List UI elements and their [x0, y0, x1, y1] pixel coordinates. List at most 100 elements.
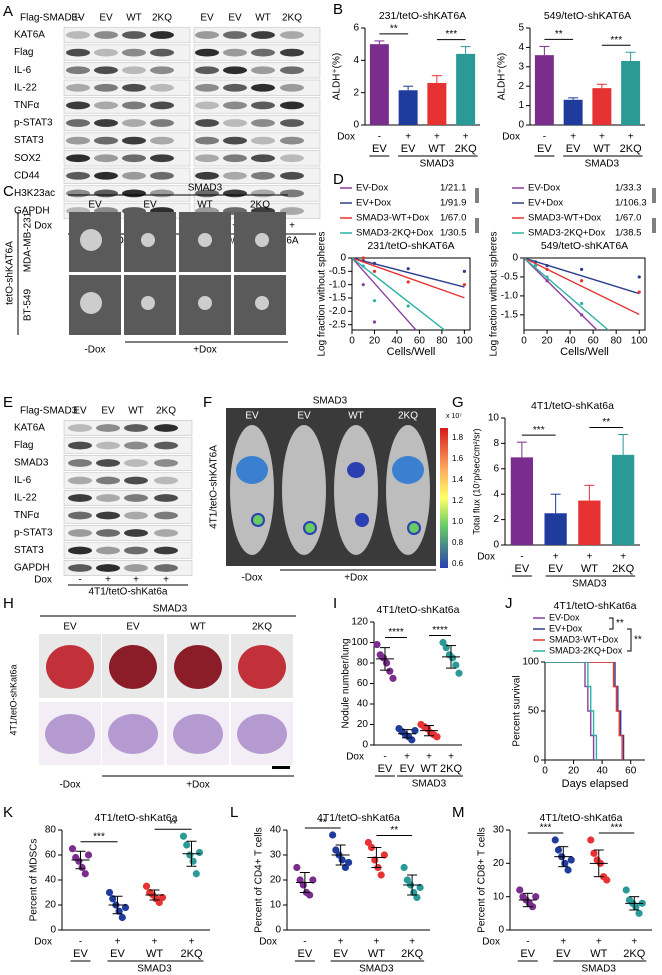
significance-label: **	[390, 24, 398, 35]
group-label: SMAD3	[412, 779, 447, 790]
dox-label: Dox	[34, 575, 52, 586]
blot-band	[68, 424, 92, 432]
y-tick-label: 0	[362, 740, 368, 751]
sphere	[141, 296, 155, 310]
lung	[109, 645, 157, 689]
x-tick-label: EV	[110, 948, 125, 960]
blot-row-label: IL-22	[14, 493, 37, 504]
blot-band	[66, 66, 90, 75]
y-tick-label: 100	[522, 657, 539, 668]
blot-band	[94, 31, 118, 39]
blot-strip	[63, 62, 191, 79]
blot-band	[223, 154, 247, 163]
chart-title: 4T1/tetO-shKat6a	[95, 812, 178, 824]
legend-label: SMAD3-WT+Dox	[528, 213, 601, 224]
blot-header: Flag-SMAD3-	[20, 13, 81, 24]
blot-band	[154, 424, 178, 432]
blot-band	[154, 476, 178, 485]
dox-value: +	[599, 132, 605, 143]
blot-band	[94, 101, 118, 110]
blot-band	[66, 189, 90, 198]
data-point	[545, 275, 549, 279]
data-point	[462, 283, 466, 287]
data-point	[179, 832, 188, 840]
blot-band	[122, 171, 146, 180]
x-tick-label: EV	[401, 143, 416, 155]
blot-band	[223, 189, 247, 198]
x-tick-label: WT	[146, 948, 163, 960]
y-axis-label: Log fraction without spheres	[317, 231, 328, 356]
y-tick-label: 0	[518, 120, 524, 131]
group-label: 4T1/tetO-shKat6a	[89, 587, 168, 598]
y-tick-label: 5	[518, 23, 524, 34]
blot-band	[122, 31, 146, 39]
chart-title: 4T1/tetO-shKat6a	[540, 812, 623, 824]
blot-band	[68, 441, 92, 450]
bar	[578, 500, 601, 545]
lane-label: EV	[73, 406, 87, 417]
data-point	[373, 640, 381, 649]
dox-value: +	[628, 132, 634, 143]
x-tick-label: EV	[400, 763, 415, 775]
blot-row-label: TNFα	[14, 100, 39, 111]
x-tick-label: 60	[625, 766, 637, 777]
x-tick-label: 80	[611, 336, 623, 347]
y-tick-label: 10	[488, 413, 500, 424]
legend-label: EV+Dox	[549, 623, 583, 633]
data-point	[186, 851, 194, 859]
data-point	[433, 733, 441, 741]
dox-label: Dox	[477, 552, 495, 563]
scale-tick: 1.6	[452, 454, 464, 463]
blot-band	[122, 136, 146, 145]
data-point	[580, 301, 584, 306]
data-point	[142, 882, 151, 890]
dox-value: -	[520, 552, 523, 563]
column-label: EV	[245, 411, 259, 422]
blot-band	[195, 31, 219, 39]
data-point	[380, 851, 388, 859]
blot-band	[66, 119, 90, 127]
blot-strip	[63, 560, 193, 576]
blot-row-label: Flag	[14, 440, 33, 451]
series-line	[352, 258, 446, 330]
data-point	[580, 267, 584, 271]
dox-value: +	[448, 752, 454, 763]
y-axis-label: Log fraction without spheres	[489, 231, 500, 356]
lung	[46, 645, 94, 689]
group-label: SMAD3	[572, 579, 607, 590]
blot-band	[280, 66, 304, 75]
significance-label: ***	[93, 831, 105, 842]
y-axis-label: Nodule number/lung	[341, 638, 352, 728]
legend-frequency: 1/38.5	[615, 228, 641, 239]
sphere	[141, 233, 155, 247]
data-point	[372, 269, 377, 273]
signal	[236, 456, 268, 484]
y-tick-label: 30	[270, 850, 282, 861]
lane-label: WT	[126, 13, 142, 24]
blot-band	[150, 154, 174, 163]
x-tick-label: EV	[537, 143, 552, 155]
data-point	[189, 857, 197, 865]
legend-label: SMAD3-2KQ+Dox	[528, 228, 606, 239]
legend-label: SMAD3-WT+Dox	[549, 634, 619, 644]
y-tick-label: 40	[357, 699, 369, 710]
lane-label: WT	[255, 13, 271, 24]
blot-band	[124, 459, 148, 467]
condition-label: +Dox	[193, 345, 217, 356]
blot-band	[280, 31, 304, 39]
dox-value: +	[163, 575, 169, 586]
data-point	[406, 280, 410, 284]
blot-band	[122, 189, 146, 198]
sphere	[255, 233, 269, 247]
data-point	[545, 263, 549, 268]
blot-band	[94, 66, 118, 75]
scale-tick: 1.0	[452, 517, 464, 526]
data-point	[361, 264, 365, 268]
blot-band	[124, 564, 148, 572]
lane-label: EV	[99, 13, 113, 24]
blot-band	[251, 48, 275, 57]
data-point	[195, 848, 204, 857]
blot-band	[154, 529, 178, 537]
data-point	[567, 856, 575, 864]
chart-title: 4T1/tetO-shKat6a	[554, 600, 637, 612]
